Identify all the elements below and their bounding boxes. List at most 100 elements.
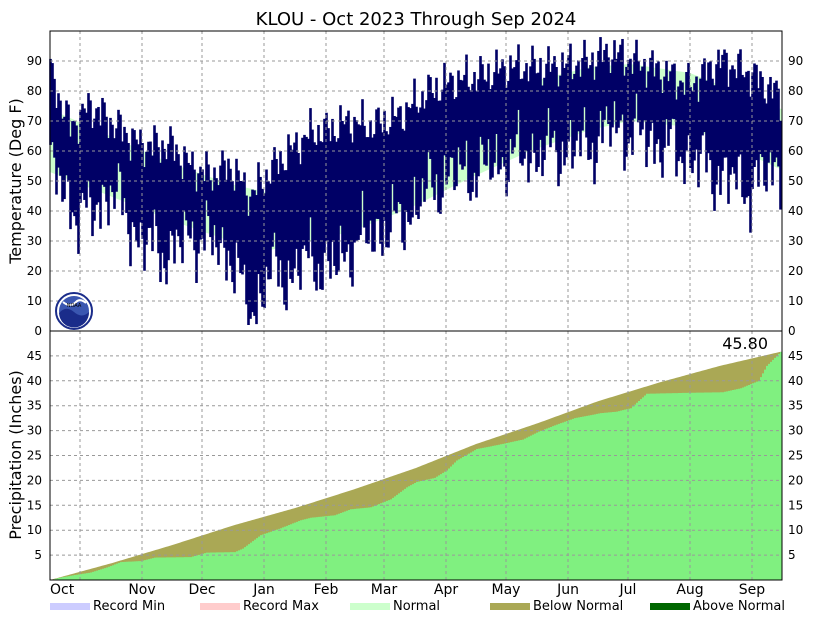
temperature-day-bar [597,50,600,137]
temperature-day-bar [97,106,100,203]
temperature-day-bar [421,91,424,179]
temperature-day-bar [503,66,506,167]
temperature-day-bar [425,100,428,189]
noaa-logo-icon: NOAA [55,292,93,330]
temperature-day-bar [615,58,618,134]
temperature-day-bar [239,180,242,274]
temperature-day-bar [663,76,666,148]
temperature-day-bar [697,101,700,188]
temperature-day-bar [501,59,504,158]
temperature-day-bar [427,74,430,153]
temperature-day-bar [185,152,188,221]
temperature-day-bar [621,38,624,115]
temperature-day-bar [431,93,434,188]
temperature-day-bar [637,61,640,123]
temperature-day-bar [605,43,608,107]
temperature-day-bar [349,133,352,278]
legend-swatch-above-normal [650,603,690,610]
temperature-day-bar [79,109,82,203]
temperature-day-bar [491,85,494,178]
temperature-day-bar [489,89,492,180]
temperature-day-bar [377,107,380,219]
temperature-tick-label-right: 90 [788,54,803,68]
temperature-day-bar [453,99,456,191]
precipitation-tick-label-left: 5 [34,548,42,562]
temperature-day-bar [381,132,384,256]
temperature-day-bar [399,106,402,204]
temperature-day-bar [319,141,322,290]
temperature-day-bar [475,90,478,198]
temperature-day-bar [671,64,674,119]
temperature-day-bar [237,170,240,258]
temperature-day-bar [207,164,210,217]
temperature-day-bar [657,61,660,140]
temperature-day-bar [575,65,578,141]
temperature-day-bar [59,100,62,176]
temperature-day-bar [743,77,746,204]
temperature-day-bar [369,120,372,221]
temperature-day-bar [465,54,468,141]
temperature-day-bar [139,129,142,223]
temperature-day-bar [57,93,60,168]
temperature-day-bar [587,68,590,160]
temperature-day-bar [577,60,580,132]
temperature-tick-label-right: 80 [788,84,803,98]
temperature-day-bar [277,174,280,287]
temperature-day-bar [755,64,758,161]
temperature-day-bar [373,134,376,252]
temperature-day-bar [439,100,442,214]
temperature-day-bar [233,190,236,294]
temperature-day-bar [127,143,130,235]
precipitation-tick-label-right: 40 [788,374,803,388]
temperature-day-bar [553,56,556,131]
temperature-day-bar [625,66,628,157]
temperature-day-bar [661,93,664,178]
temperature-day-bar [761,76,764,158]
temperature-day-bar [251,189,254,313]
temperature-day-bar [623,75,626,171]
temperature-day-bar [551,63,554,138]
temperature-day-bar [565,63,568,158]
temperature-day-bar [573,73,576,157]
temperature-day-bar [321,142,324,290]
temperature-day-bar [473,71,476,173]
temperature-day-bar [63,116,66,200]
precipitation-tick-label-left: 45 [27,349,42,363]
temperature-day-bar [209,180,212,238]
temperature-day-bar [649,57,652,131]
temperature-tick-label-right: 70 [788,114,803,128]
legend-label-above-normal: Above Normal [693,599,785,614]
temperature-day-bar [443,62,446,156]
temperature-day-bar [357,124,360,240]
temperature-tick-label-left: 0 [34,324,42,338]
temperature-day-bar [141,143,144,239]
temperature-day-bar [337,138,340,272]
temperature-day-bar [281,163,284,288]
temperature-bars [49,37,782,325]
temperature-day-bar [717,49,720,166]
temperature-day-bar [645,87,648,168]
temperature-day-bar [355,120,358,241]
temperature-day-bar [291,149,294,283]
temperature-day-bar [249,196,252,319]
temperature-day-bar [537,72,540,167]
temperature-tick-label-left: 70 [27,114,42,128]
temperature-day-bar [259,176,262,294]
temperature-day-bar [103,102,106,187]
temperature-day-bar [619,44,622,121]
temperature-day-bar [451,75,454,158]
temperature-day-bar [147,141,150,228]
temperature-day-bar [495,49,498,134]
temperature-day-bar [693,83,696,161]
month-label-feb: Feb [314,582,339,598]
temperature-day-bar [679,80,682,157]
temperature-day-bar [739,49,742,155]
temperature-day-bar [231,181,234,283]
temperature-day-bar [579,76,582,157]
temperature-day-bar [323,118,326,253]
precipitation-total-annotation: 45.80 [722,334,768,353]
temperature-day-bar [313,142,316,282]
temperature-day-bar [289,145,292,279]
temperature-day-bar [263,193,266,309]
temperature-day-bar [307,138,310,259]
